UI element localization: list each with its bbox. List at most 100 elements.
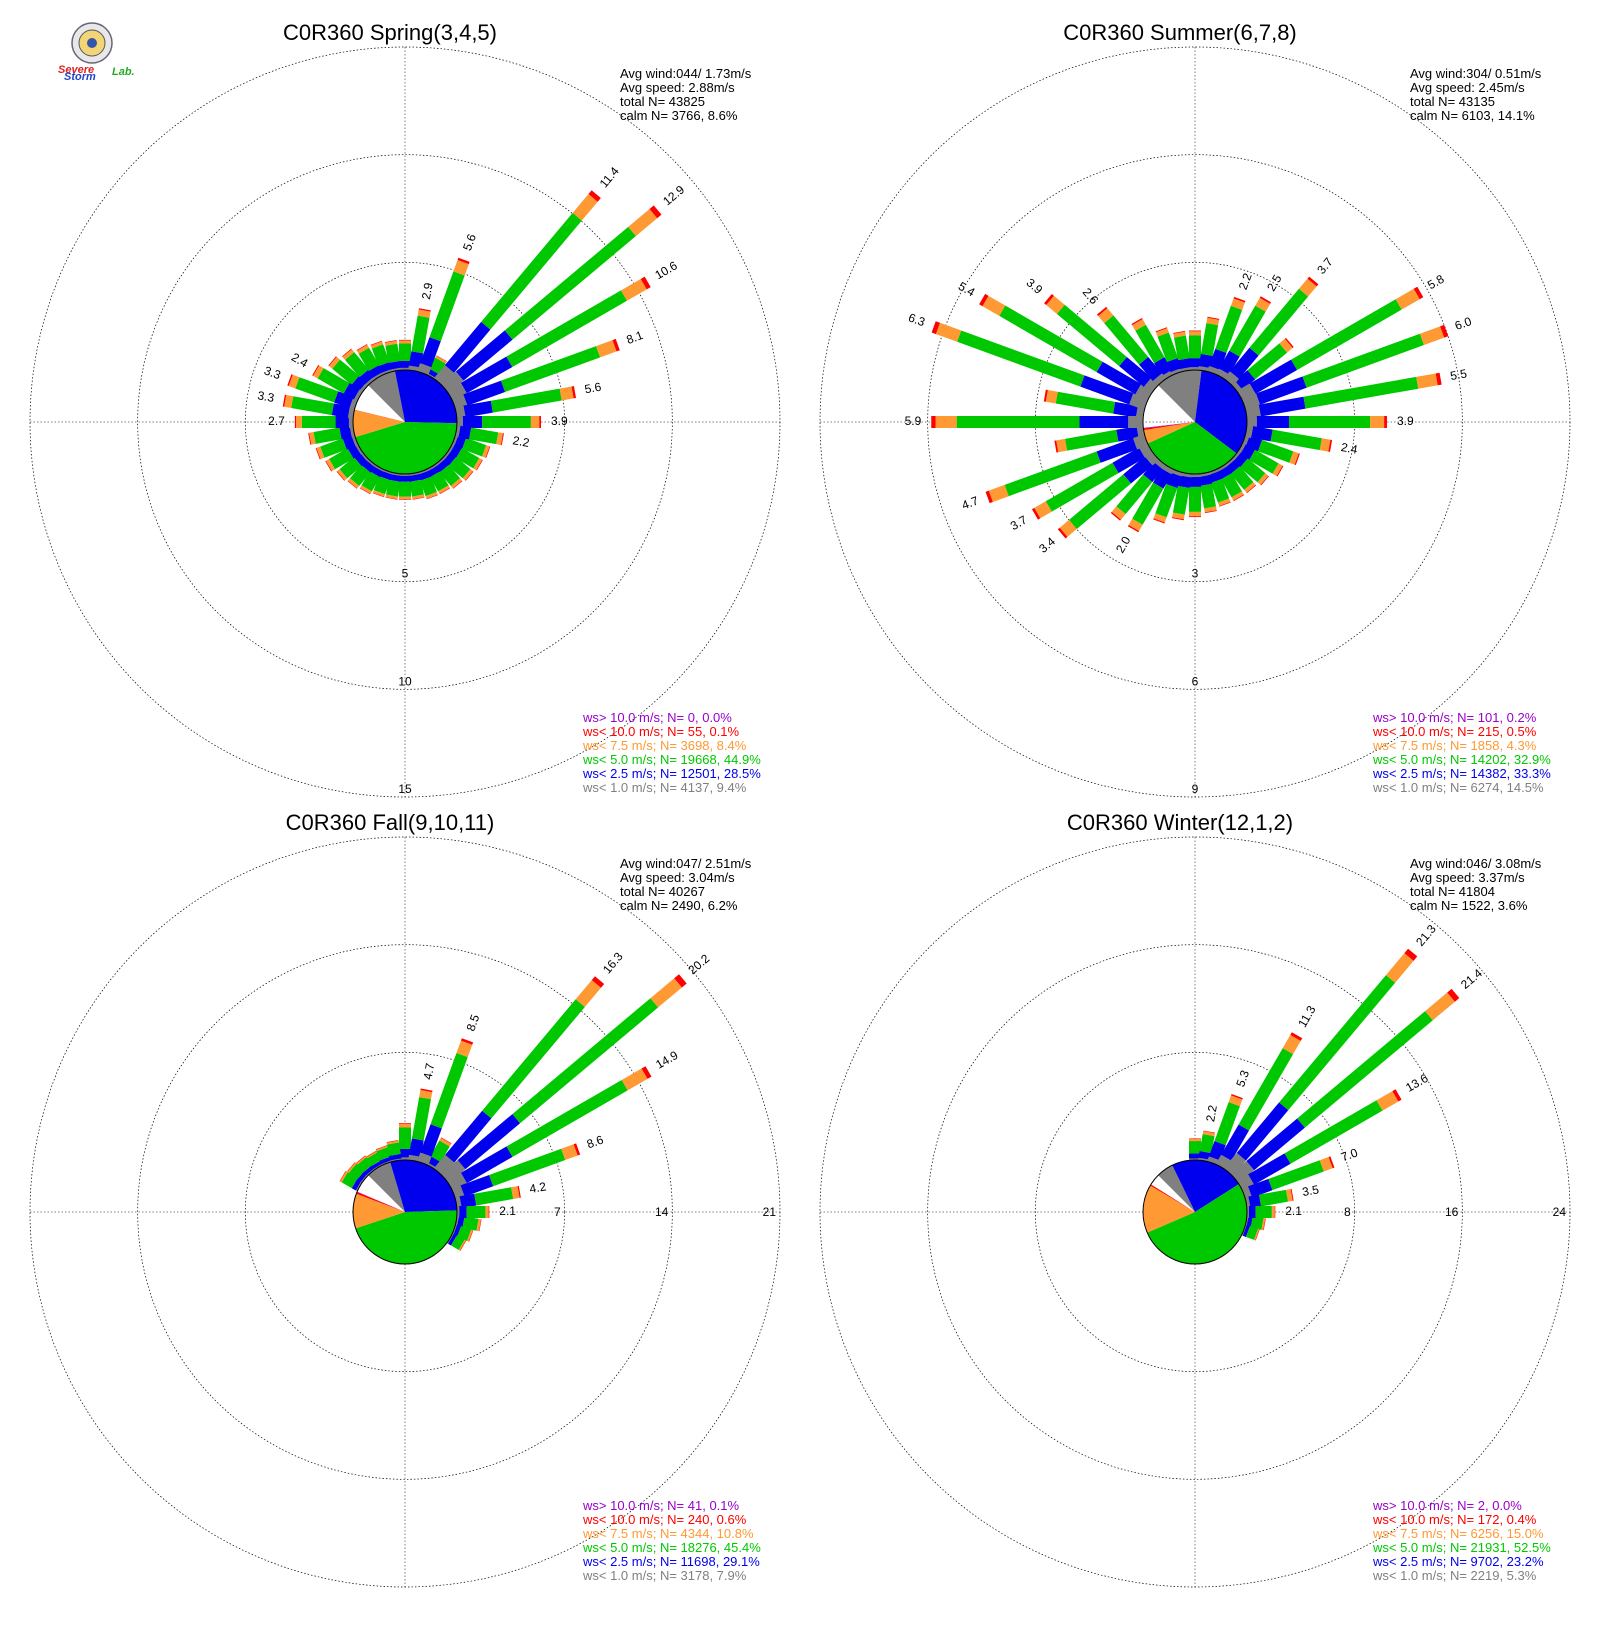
bar-50-seg-2 <box>512 998 659 1124</box>
bar-70-seg-4 <box>1440 324 1449 338</box>
ring-label-1: 16 <box>1445 1205 1459 1219</box>
pie-outline <box>352 369 458 475</box>
bar-70-seg-2 <box>1302 333 1424 388</box>
bar-100-seg-3 <box>1319 438 1331 452</box>
bar-70-seg-3 <box>561 1144 578 1161</box>
bar-220-seg-4 <box>1110 511 1121 521</box>
bar-label-240: 3.7 <box>1008 512 1030 533</box>
bar-0 <box>399 1123 411 1160</box>
bar-30-seg-1 <box>1218 350 1240 375</box>
bar-40-seg-3 <box>1385 953 1414 983</box>
lab-logo: Severe Storm Lab. <box>58 22 135 83</box>
bar-0-seg-2 <box>399 1127 411 1149</box>
bar-220-seg-2 <box>349 464 371 487</box>
bar-80-seg-4 <box>1435 372 1442 386</box>
ring-label-1: 10 <box>398 674 412 688</box>
bar-260-seg-4 <box>1054 440 1059 453</box>
bar-40-seg-0 <box>433 365 455 387</box>
bar-110 <box>451 434 491 458</box>
bar-label-80: 5.5 <box>1449 366 1468 383</box>
bar-210-seg-3 <box>1128 518 1143 531</box>
bar-label-30: 2.5 <box>1264 272 1285 294</box>
bar-160-seg-2 <box>1210 478 1230 503</box>
bar-240-seg-1 <box>1112 447 1145 474</box>
pie-slice-4 <box>354 409 405 422</box>
pie-slice-3 <box>1143 422 1195 444</box>
bar-180-seg-2 <box>399 481 411 497</box>
bar-100-seg-3 <box>476 1218 482 1232</box>
bar-100-seg-1 <box>458 425 472 440</box>
ring-label-2: 15 <box>398 782 412 796</box>
bar-70-seg-1 <box>463 380 506 406</box>
bar-50-seg-3 <box>628 208 658 237</box>
legend-entry-5: ws< 1.0 m/s; N= 6274, 14.5% <box>1372 780 1544 795</box>
bar-50-seg-0 <box>440 371 464 394</box>
bar-330-seg-2 <box>358 347 380 372</box>
bar-320 <box>1096 306 1167 387</box>
bar-label-40: 21.3 <box>1413 922 1439 949</box>
stat-line-3: calm N= 1522, 3.6% <box>1410 898 1528 913</box>
bar-270-seg-1 <box>335 416 349 428</box>
bar-50-seg-0 <box>440 1159 466 1184</box>
legend-entry-0: ws> 10.0 m/s; N= 2, 0.0% <box>1372 1498 1522 1513</box>
bar-50 <box>1230 988 1460 1184</box>
ring-label-2: 21 <box>763 1205 777 1219</box>
pie-slice-0 <box>1158 1165 1195 1212</box>
bar-label-70: 8.6 <box>585 1132 606 1151</box>
bar-250-seg-4 <box>315 447 321 460</box>
ring-label-0: 3 <box>1192 567 1199 581</box>
bar-60-seg-1 <box>460 356 513 394</box>
bar-40-seg-0 <box>1223 371 1239 387</box>
bar-290-seg-1 <box>1080 375 1134 405</box>
speed-pie <box>352 369 458 475</box>
bar-180-seg-4 <box>399 499 411 500</box>
bar-110-seg-1 <box>1242 1224 1251 1237</box>
bar-60-seg-4 <box>1392 1089 1402 1102</box>
bar-80 <box>455 386 577 419</box>
bar-130-seg-2 <box>1240 458 1266 483</box>
bar-100 <box>1245 1215 1266 1231</box>
bar-110-seg-2 <box>1257 440 1294 463</box>
bar-350-seg-1 <box>388 360 402 370</box>
logo-word-storm: Storm <box>64 71 96 83</box>
bar-0-seg-3 <box>399 1123 411 1128</box>
bar-50-seg-3 <box>1279 338 1293 353</box>
stat-line-2: total N= 43135 <box>1410 94 1495 109</box>
bar-110-seg-4 <box>485 446 491 458</box>
bar-40-seg-2 <box>1249 288 1309 356</box>
bar-300-seg-3 <box>982 295 1006 316</box>
bar-10-seg-3 <box>1202 1131 1215 1137</box>
bar-280-seg-1 <box>1113 401 1138 418</box>
bar-190-seg-4 <box>1171 517 1184 521</box>
bar-330-seg-4 <box>1131 318 1143 326</box>
bar-40-seg-4 <box>1404 948 1418 961</box>
bar-320-seg-3 <box>1098 308 1114 324</box>
bar-230-seg-4 <box>1057 527 1068 539</box>
pie-slice-2 <box>355 422 457 475</box>
bar-160-seg-3 <box>425 491 438 499</box>
bar-210-seg-2 <box>361 471 380 492</box>
bar-10 <box>1198 1130 1216 1162</box>
bar-70-seg-2 <box>500 346 601 392</box>
windrose-panel-2: 4.7 8.5 16.3 20.2 14.9 8.6 4.2 2.1 7 14 21 C0R360 F… <box>29 810 781 1588</box>
bar-330-seg-2 <box>1135 324 1165 364</box>
bar-230-seg-3 <box>337 469 348 481</box>
bar-50-seg-4 <box>649 205 662 219</box>
bar-10-seg-3 <box>1206 317 1220 326</box>
bar-190-seg-3 <box>385 494 398 500</box>
bar-20-seg-4 <box>460 1038 474 1045</box>
bar-80-seg-4 <box>517 1185 521 1198</box>
bar-170-seg-1 <box>1198 474 1212 486</box>
bar-310-seg-1 <box>1119 356 1152 387</box>
bar-70-seg-1 <box>1255 376 1307 405</box>
bar-250-seg-1 <box>342 435 356 450</box>
bar-label-20: 5.3 <box>1233 1068 1252 1089</box>
speed-pie <box>352 1159 458 1265</box>
legend-entry-2: ws< 7.5 m/s; N= 4344, 10.8% <box>582 1526 754 1541</box>
legend-entry-5: ws< 1.0 m/s; N= 3178, 7.9% <box>582 1568 747 1583</box>
bar-label-60: 10.6 <box>652 258 680 282</box>
bar-label-90: 2.1 <box>1285 1204 1302 1218</box>
bar-30-seg-2 <box>430 1140 450 1162</box>
bar-310-seg-2 <box>332 359 360 385</box>
